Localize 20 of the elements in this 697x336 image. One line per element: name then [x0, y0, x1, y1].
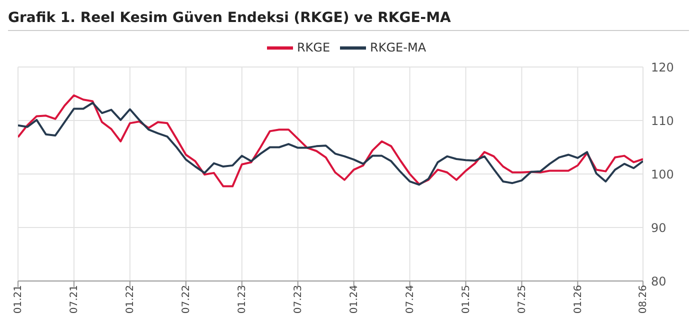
x-tick-label: 01.26	[572, 285, 584, 314]
legend-label: RKGE	[296, 40, 330, 54]
x-tick-label: 07.24	[404, 285, 416, 314]
y-tick-label: 80	[651, 274, 666, 288]
x-tick-label: 07.23	[292, 285, 304, 314]
y-tick-label: 90	[651, 220, 666, 235]
x-tick-label: 01.23	[236, 285, 248, 314]
y-tick-label: 100	[651, 167, 674, 182]
x-tick-label: 07.21	[69, 285, 80, 314]
x-tick-label: 07.22	[181, 285, 192, 314]
x-tick-label: 01.21	[13, 285, 24, 314]
x-tick-label: 01.25	[460, 285, 472, 314]
chart-title: Grafik 1. Reel Kesim Güven Endeksi (RKGE) ve RKGE-MA	[8, 8, 689, 31]
x-tick-label: 01.24	[348, 285, 360, 314]
y-tick-label: 110	[651, 114, 674, 128]
legend-label: RKGE-MA	[370, 40, 426, 54]
x-tick-label: 08.26	[638, 285, 650, 314]
x-tick-label: 07.25	[516, 285, 528, 314]
x-tick-label: 01.22	[125, 285, 136, 314]
y-tick-label: 120	[651, 60, 674, 74]
